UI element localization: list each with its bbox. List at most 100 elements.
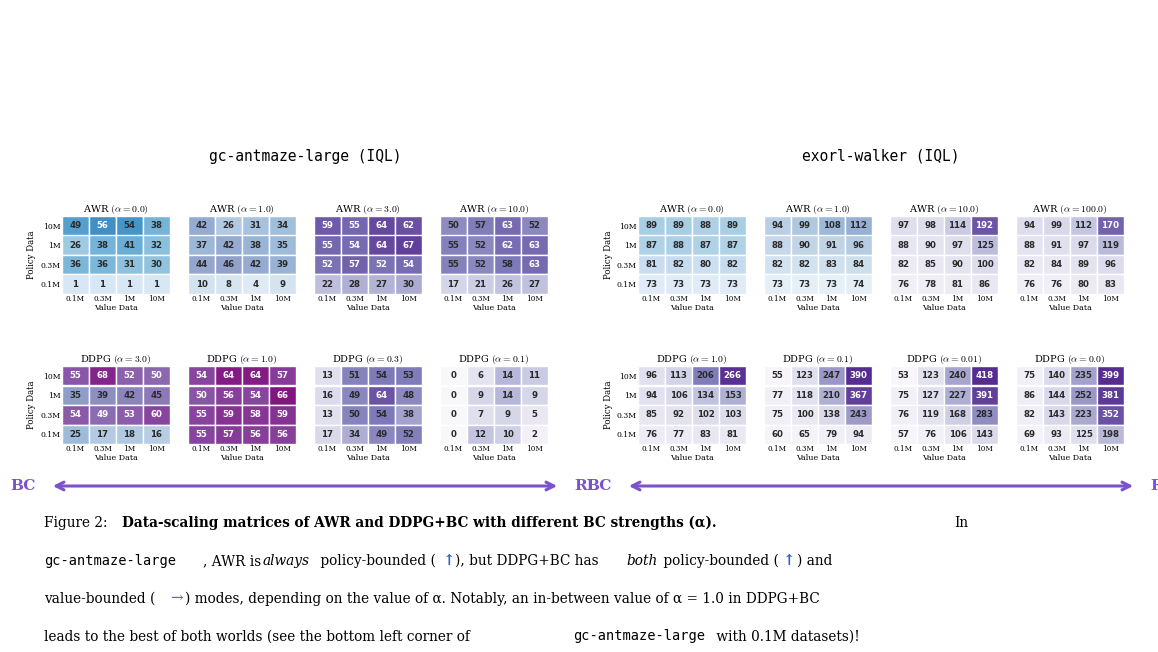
Text: 112: 112: [1075, 221, 1092, 230]
Bar: [818, 274, 845, 294]
Text: 38: 38: [96, 241, 109, 250]
Text: 87: 87: [645, 241, 658, 250]
Bar: [1097, 274, 1124, 294]
Text: 28: 28: [349, 280, 360, 289]
Bar: [764, 235, 791, 255]
Bar: [917, 235, 944, 255]
Text: 10: 10: [501, 430, 513, 439]
Text: 26: 26: [222, 221, 235, 230]
Text: 75: 75: [897, 391, 909, 400]
Bar: [340, 255, 368, 274]
Bar: [1097, 235, 1124, 255]
Bar: [764, 424, 791, 444]
Text: 55: 55: [322, 241, 334, 250]
Bar: [972, 216, 998, 235]
Bar: [368, 366, 395, 385]
Bar: [188, 255, 215, 274]
Text: 55: 55: [349, 221, 360, 230]
Text: Data-scaling matrices of AWR and DDPG+BC with different BC strengths (α).: Data-scaling matrices of AWR and DDPG+BC…: [122, 516, 726, 530]
Bar: [917, 274, 944, 294]
Bar: [521, 216, 548, 235]
Text: 36: 36: [69, 260, 81, 269]
Text: 54: 54: [375, 371, 388, 380]
Bar: [142, 424, 170, 444]
Bar: [142, 216, 170, 235]
Title: AWR $(\alpha = 10.0)$: AWR $(\alpha = 10.0)$: [909, 203, 980, 216]
Bar: [188, 274, 215, 294]
Text: 80: 80: [1078, 280, 1090, 289]
Bar: [142, 274, 170, 294]
Bar: [719, 235, 746, 255]
Text: 73: 73: [771, 280, 784, 289]
Text: 52: 52: [475, 241, 486, 250]
Text: ), but DDPG+BC has: ), but DDPG+BC has: [455, 554, 603, 568]
Text: 54: 54: [375, 410, 388, 419]
Title: DDPG $(\alpha = 0.0)$: DDPG $(\alpha = 0.0)$: [1034, 353, 1106, 366]
Text: 57: 57: [897, 430, 909, 439]
Bar: [188, 385, 215, 405]
Bar: [665, 255, 692, 274]
Bar: [692, 216, 719, 235]
Text: 73: 73: [673, 280, 684, 289]
Text: 37: 37: [196, 241, 207, 250]
Bar: [791, 255, 818, 274]
Bar: [395, 385, 422, 405]
Text: 223: 223: [1075, 410, 1092, 419]
Text: 52: 52: [475, 260, 486, 269]
Bar: [63, 216, 89, 235]
Text: 42: 42: [222, 241, 235, 250]
Title: DDPG $(\alpha = 3.0)$: DDPG $(\alpha = 3.0)$: [80, 353, 152, 366]
Bar: [368, 255, 395, 274]
Text: 140: 140: [1048, 371, 1065, 380]
Text: 59: 59: [322, 221, 334, 230]
Bar: [791, 274, 818, 294]
Text: 73: 73: [798, 280, 811, 289]
Bar: [314, 424, 340, 444]
Bar: [142, 366, 170, 385]
Bar: [972, 424, 998, 444]
Text: 35: 35: [69, 391, 81, 400]
Bar: [116, 235, 142, 255]
Bar: [521, 385, 548, 405]
Bar: [269, 235, 296, 255]
Bar: [845, 405, 872, 424]
Bar: [972, 255, 998, 274]
Bar: [494, 366, 521, 385]
Text: 89: 89: [726, 221, 739, 230]
Text: 243: 243: [850, 410, 867, 419]
Bar: [917, 216, 944, 235]
Bar: [395, 405, 422, 424]
Text: exorl-walker (IQL): exorl-walker (IQL): [802, 149, 960, 164]
Text: 14: 14: [501, 391, 513, 400]
Text: 235: 235: [1075, 371, 1092, 380]
Text: 49: 49: [69, 221, 81, 230]
Text: 381: 381: [1101, 391, 1120, 400]
Text: 26: 26: [501, 280, 513, 289]
Bar: [215, 274, 242, 294]
Bar: [1043, 366, 1070, 385]
Bar: [242, 385, 269, 405]
Text: 88: 88: [699, 221, 711, 230]
Bar: [764, 366, 791, 385]
Text: 75: 75: [771, 410, 784, 419]
Bar: [215, 235, 242, 255]
Bar: [845, 255, 872, 274]
Bar: [440, 405, 467, 424]
Bar: [1043, 255, 1070, 274]
Text: 42: 42: [124, 391, 135, 400]
Text: 112: 112: [850, 221, 867, 230]
Bar: [467, 405, 494, 424]
X-axis label: Value Data: Value Data: [670, 454, 714, 462]
Bar: [845, 366, 872, 385]
Bar: [89, 216, 116, 235]
Text: 74: 74: [852, 280, 865, 289]
Text: 69: 69: [1024, 430, 1035, 439]
Text: 54: 54: [196, 371, 207, 380]
Bar: [1043, 385, 1070, 405]
Text: 76: 76: [924, 430, 937, 439]
Text: 64: 64: [249, 371, 262, 380]
Text: 58: 58: [250, 410, 262, 419]
Text: Figure 2:: Figure 2:: [44, 516, 116, 530]
Text: 73: 73: [699, 280, 711, 289]
Bar: [944, 274, 972, 294]
